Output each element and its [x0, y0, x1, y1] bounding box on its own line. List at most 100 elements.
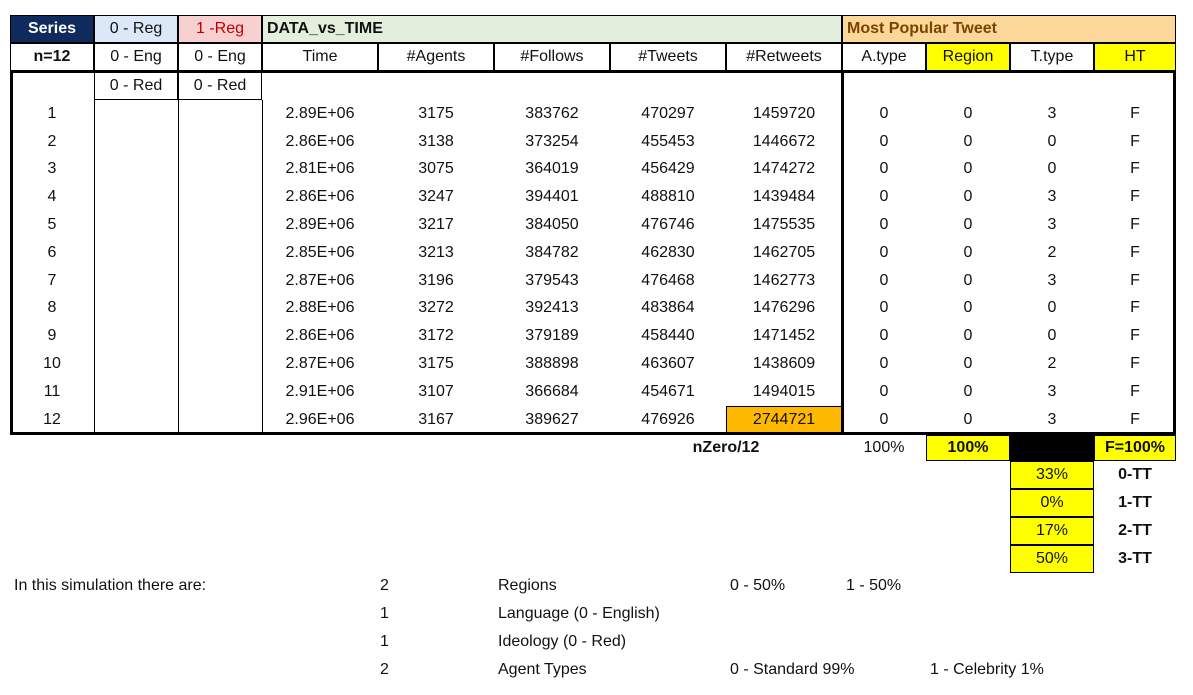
data-cell[interactable]: 383762 [525, 104, 579, 122]
tt-pct[interactable]: 0% [1010, 489, 1094, 517]
data-cell[interactable]: F [1130, 299, 1140, 317]
pop-col-header-3[interactable]: HT [1094, 43, 1176, 71]
data-cell[interactable]: 0 [879, 216, 889, 234]
data-cell[interactable]: 3247 [418, 188, 454, 206]
row-index[interactable]: 2 [47, 132, 57, 150]
data-cell[interactable]: 0 [879, 132, 889, 150]
data-cell[interactable]: 0 [963, 188, 973, 206]
n-header[interactable]: n=12 [10, 43, 94, 71]
data-cell[interactable]: 0 [963, 132, 973, 150]
data-cell[interactable]: 3217 [418, 216, 454, 234]
data-cell[interactable]: 2.81E+06 [285, 160, 355, 178]
data-cell[interactable]: 0 [963, 355, 973, 373]
data-cell[interactable]: 0 [963, 243, 973, 261]
series-header[interactable]: Series [10, 15, 94, 43]
data-cell[interactable]: 476468 [641, 271, 695, 289]
data-cell[interactable]: F [1130, 104, 1140, 122]
pop-col-header-2[interactable]: T.type [1010, 43, 1094, 71]
data-cell[interactable]: 384782 [525, 243, 579, 261]
data-cell[interactable]: 455453 [641, 132, 695, 150]
data-cell[interactable]: 3175 [418, 355, 454, 373]
row-index[interactable]: 4 [47, 188, 57, 206]
col-header-3[interactable]: #Tweets [610, 43, 726, 71]
data-cell[interactable]: 476926 [641, 410, 695, 428]
data-cell[interactable]: 0 [1047, 132, 1057, 150]
data-cell[interactable]: 389627 [525, 410, 579, 428]
ht-summary[interactable]: F=100% [1094, 435, 1176, 461]
eng1-header[interactable]: 0 - Eng [178, 43, 262, 71]
red0-cell[interactable]: 0 - Red [94, 72, 178, 100]
data-cell[interactable]: 0 [879, 410, 889, 428]
data-cell[interactable]: 470297 [641, 104, 695, 122]
data-cell[interactable]: 2.86E+06 [285, 188, 355, 206]
data-cell[interactable]: 454671 [641, 382, 695, 400]
data-cell[interactable]: 0 [879, 299, 889, 317]
data-cell[interactable]: 0 [963, 104, 973, 122]
data-cell[interactable]: 483864 [641, 299, 695, 317]
data-cell[interactable]: 392413 [525, 299, 579, 317]
data-cell[interactable]: 384050 [525, 216, 579, 234]
data-cell[interactable]: 0 [1047, 299, 1057, 317]
red1-cell[interactable]: 0 - Red [178, 72, 262, 100]
data-cell[interactable]: 0 [879, 327, 889, 345]
row-index[interactable]: 6 [47, 243, 57, 261]
data-cell[interactable]: 0 [1047, 327, 1057, 345]
data-cell[interactable]: 463607 [641, 355, 695, 373]
data-cell[interactable]: 2.91E+06 [285, 382, 355, 400]
data-cell[interactable]: 2.86E+06 [285, 132, 355, 150]
data-cell[interactable]: F [1130, 382, 1140, 400]
data-cell[interactable]: F [1130, 216, 1140, 234]
data-cell[interactable]: F [1130, 132, 1140, 150]
region-summary[interactable]: 100% [926, 435, 1010, 461]
reg1-header[interactable]: 1 -Reg [178, 15, 262, 43]
data-cell[interactable]: 1439484 [752, 188, 816, 206]
data-cell[interactable]: 3196 [418, 271, 454, 289]
tt-pct[interactable]: 33% [1010, 461, 1094, 489]
row-index[interactable]: 1 [47, 104, 57, 122]
data-cell[interactable]: 3 [1047, 188, 1057, 206]
data-cell[interactable]: 0 [963, 216, 973, 234]
data-cell[interactable]: 2.89E+06 [285, 216, 355, 234]
data-cell[interactable]: F [1130, 188, 1140, 206]
row-index[interactable]: 9 [47, 327, 57, 345]
row-index[interactable]: 8 [47, 299, 57, 317]
data-cell[interactable]: F [1130, 160, 1140, 178]
data-cell[interactable]: 2.88E+06 [285, 299, 355, 317]
data-cell[interactable]: 2.86E+06 [285, 327, 355, 345]
row-index[interactable]: 10 [43, 355, 61, 373]
data-cell[interactable]: 0 [963, 299, 973, 317]
data-cell[interactable]: F [1130, 243, 1140, 261]
tt-pct[interactable]: 50% [1010, 545, 1094, 573]
data-cell[interactable]: 379543 [525, 271, 579, 289]
data-cell[interactable]: F [1130, 271, 1140, 289]
reg0-header[interactable]: 0 - Reg [94, 15, 178, 43]
row-index[interactable]: 7 [47, 271, 57, 289]
data-cell[interactable]: F [1130, 410, 1140, 428]
data-cell[interactable]: 476746 [641, 216, 695, 234]
data-cell[interactable]: 3272 [418, 299, 454, 317]
data-cell[interactable]: 0 [963, 382, 973, 400]
data-cell[interactable]: 394401 [525, 188, 579, 206]
data-cell[interactable]: 0 [963, 327, 973, 345]
col-header-0[interactable]: Time [262, 43, 378, 71]
data-cell[interactable]: 0 [879, 355, 889, 373]
data-cell[interactable]: 3 [1047, 216, 1057, 234]
row-index[interactable]: 3 [47, 160, 57, 178]
tt-pct[interactable]: 17% [1010, 517, 1094, 545]
atype-summary[interactable]: 100% [863, 439, 905, 456]
data-cell[interactable]: F [1130, 355, 1140, 373]
data-cell[interactable]: 0 [879, 243, 889, 261]
data-cell[interactable]: 2 [1047, 355, 1057, 373]
row-index[interactable]: 12 [43, 410, 61, 428]
col-header-2[interactable]: #Follows [494, 43, 610, 71]
data-cell[interactable]: 366684 [525, 382, 579, 400]
data-cell[interactable]: 0 [879, 188, 889, 206]
data-cell[interactable]: 458440 [641, 327, 695, 345]
data-cell[interactable]: 2744721 [726, 405, 842, 434]
data-cell[interactable]: 3 [1047, 410, 1057, 428]
data-cell[interactable]: 364019 [525, 160, 579, 178]
data-cell[interactable]: 2.87E+06 [285, 271, 355, 289]
data-cell[interactable]: 388898 [525, 355, 579, 373]
pop-col-header-1[interactable]: Region [926, 43, 1010, 71]
popular-tweet-header[interactable]: Most Popular Tweet [842, 15, 1176, 43]
